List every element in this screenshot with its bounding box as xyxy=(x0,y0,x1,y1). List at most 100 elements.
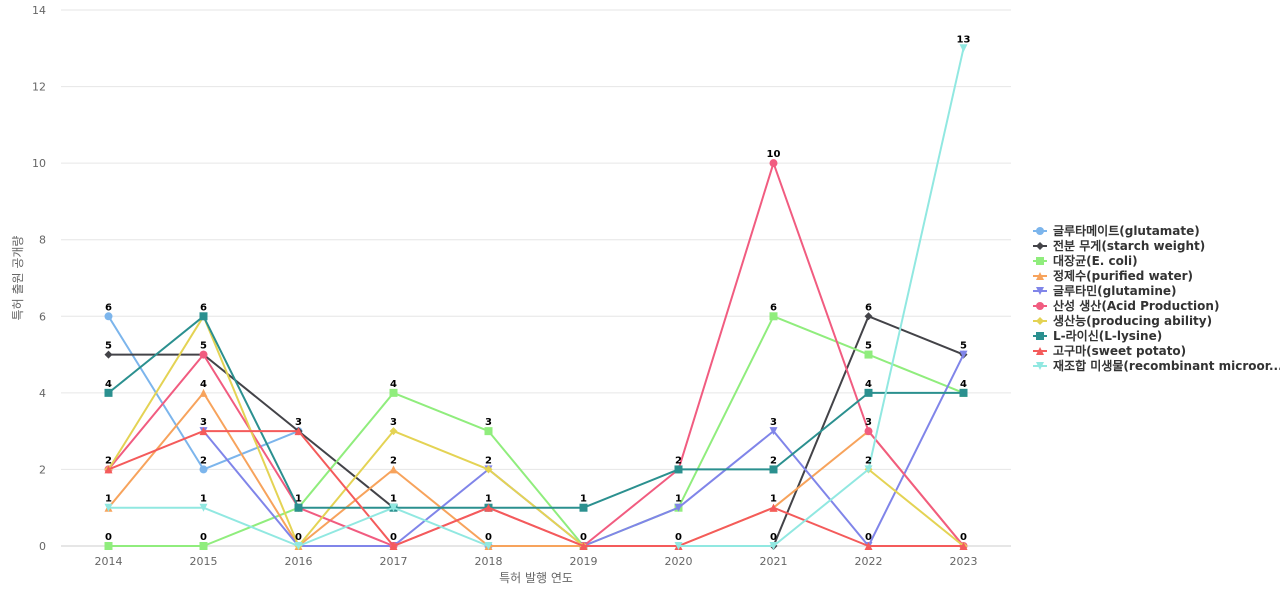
data-label: 10 xyxy=(767,149,781,160)
data-point[interactable] xyxy=(104,503,113,512)
legend-item[interactable]: 글루타민(glutamine) xyxy=(1033,283,1177,298)
data-label: 2 xyxy=(675,455,682,466)
data-point[interactable] xyxy=(864,388,873,397)
data-point[interactable] xyxy=(864,312,873,321)
data-point[interactable] xyxy=(864,427,873,436)
legend-item[interactable]: 고구마(sweet potato) xyxy=(1033,343,1186,358)
data-point[interactable] xyxy=(104,388,113,397)
data-point[interactable] xyxy=(769,503,778,512)
x-tick-label: 2017 xyxy=(380,555,408,568)
data-label: 3 xyxy=(770,417,777,428)
data-label: 0 xyxy=(770,532,777,543)
data-point[interactable] xyxy=(674,503,683,512)
legend-marker-icon xyxy=(1036,317,1044,325)
legend-item[interactable]: 산성 생산(Acid Production) xyxy=(1033,298,1219,313)
data-point[interactable] xyxy=(769,159,778,168)
y-tick-label: 6 xyxy=(39,310,46,323)
series-line[interactable] xyxy=(202,354,965,547)
data-point[interactable] xyxy=(294,427,303,436)
data-label: 3 xyxy=(390,417,397,428)
y-tick-label: 8 xyxy=(39,234,46,247)
legend-item[interactable]: 생산능(producing ability) xyxy=(1033,313,1212,328)
data-label: 5 xyxy=(105,341,112,352)
data-label: 0 xyxy=(390,532,397,543)
data-point[interactable] xyxy=(959,350,968,359)
data-point[interactable] xyxy=(674,542,683,550)
x-tick-label: 2019 xyxy=(570,555,598,568)
data-point[interactable] xyxy=(484,503,493,512)
data-label: 0 xyxy=(295,532,302,543)
data-point[interactable] xyxy=(104,465,113,474)
data-label: 1 xyxy=(485,494,492,505)
data-point[interactable] xyxy=(199,503,208,512)
x-tick-label: 2023 xyxy=(950,555,978,568)
data-label: 4 xyxy=(200,379,207,390)
data-point[interactable] xyxy=(769,312,778,321)
x-tick-label: 2018 xyxy=(475,555,503,568)
series-group xyxy=(104,44,968,550)
data-label: 4 xyxy=(390,379,397,390)
data-label: 4 xyxy=(865,379,872,390)
x-axis: 2014 2015 2016 2017 2018 2019 2020 2021 2022 2023 xyxy=(95,555,978,568)
data-label: 2 xyxy=(200,455,207,466)
legend-item[interactable]: 재조합 미생물(recombinant microor... xyxy=(1033,358,1280,373)
data-point[interactable] xyxy=(484,427,493,436)
data-point[interactable] xyxy=(199,388,208,397)
data-point[interactable] xyxy=(864,542,873,550)
legend-marker-icon xyxy=(1036,257,1044,265)
legend-marker-icon xyxy=(1036,227,1044,235)
data-point[interactable] xyxy=(484,465,493,474)
legend-item[interactable]: 정제수(purified water) xyxy=(1033,268,1193,283)
series-10 xyxy=(104,44,968,550)
data-label: 0 xyxy=(485,532,492,543)
data-point[interactable] xyxy=(389,427,398,436)
data-point[interactable] xyxy=(959,44,968,53)
data-label: 2 xyxy=(865,455,872,466)
legend-marker-icon xyxy=(1036,242,1044,250)
data-point[interactable] xyxy=(389,503,398,512)
data-point[interactable] xyxy=(769,427,778,436)
legend-item[interactable]: 글루타메이트(glutamate) xyxy=(1033,223,1200,238)
data-point[interactable] xyxy=(389,465,398,474)
data-point[interactable] xyxy=(199,542,208,550)
data-label: 2 xyxy=(105,455,112,466)
data-point[interactable] xyxy=(294,542,303,550)
data-label: 1 xyxy=(390,494,397,505)
data-point[interactable] xyxy=(294,503,303,512)
data-point[interactable] xyxy=(104,542,113,550)
data-point[interactable] xyxy=(104,350,113,359)
data-point[interactable] xyxy=(199,312,208,321)
data-point[interactable] xyxy=(864,465,873,474)
legend-item[interactable]: 대장균(E. coli) xyxy=(1033,254,1138,268)
data-point[interactable] xyxy=(104,312,113,321)
series-line[interactable] xyxy=(107,391,965,547)
data-point[interactable] xyxy=(579,503,588,512)
y-axis: 0 2 4 6 8 10 12 14 xyxy=(32,4,46,553)
data-point[interactable] xyxy=(484,542,493,550)
data-point[interactable] xyxy=(769,465,778,474)
series-line[interactable] xyxy=(108,430,964,547)
x-axis-title: 특허 발행 연도 xyxy=(499,570,573,585)
data-point[interactable] xyxy=(199,350,208,359)
legend-label: L-라이신(L-lysine) xyxy=(1053,328,1162,343)
data-point[interactable] xyxy=(864,350,873,359)
data-point[interactable] xyxy=(579,542,588,550)
data-label: 0 xyxy=(960,532,967,543)
data-point[interactable] xyxy=(674,465,683,474)
y-tick-label: 2 xyxy=(39,463,46,476)
data-label: 1 xyxy=(770,494,777,505)
data-point[interactable] xyxy=(389,542,398,550)
data-point[interactable] xyxy=(769,542,778,550)
data-point[interactable] xyxy=(959,542,968,550)
x-tick-label: 2014 xyxy=(95,555,123,568)
data-point[interactable] xyxy=(199,427,208,436)
legend-item[interactable]: 전분 무게(starch weight) xyxy=(1033,238,1205,253)
data-point[interactable] xyxy=(959,388,968,397)
data-point[interactable] xyxy=(199,465,208,474)
data-label: 5 xyxy=(865,341,872,352)
legend-marker-icon xyxy=(1036,272,1044,280)
data-point[interactable] xyxy=(389,388,398,397)
legend-item[interactable]: L-라이신(L-lysine) xyxy=(1033,328,1162,343)
series-line[interactable] xyxy=(107,315,964,509)
data-label: 1 xyxy=(105,494,112,505)
